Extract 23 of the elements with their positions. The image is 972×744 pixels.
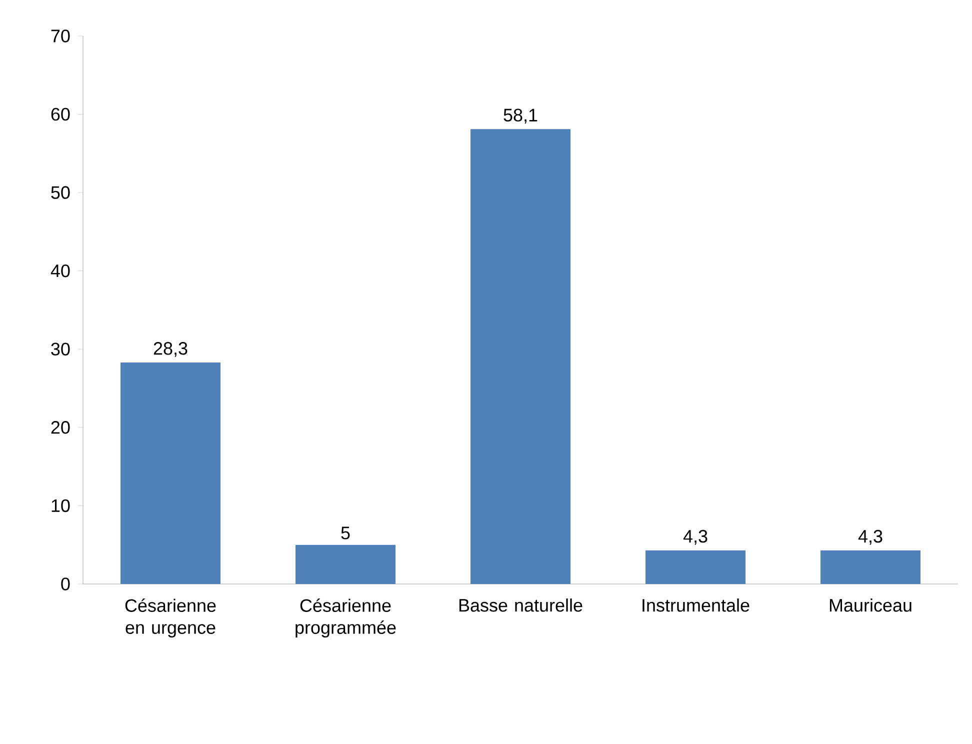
bar [470, 129, 571, 584]
y-tick-label: 10 [52, 499, 70, 512]
y-tick-label: 70 [51, 30, 70, 42]
y-tick-label: 0 [61, 578, 70, 590]
data-label: 5 [341, 526, 350, 540]
x-tick-label: Basse naturelle [459, 598, 582, 612]
x-tick-label: Césarienne en urgence [125, 598, 216, 638]
data-label: 4,3 [858, 530, 882, 545]
x-tick-label: Instrumentale [642, 598, 750, 612]
y-tick-label: 60 [51, 108, 70, 121]
data-label: 28,3 [154, 342, 188, 357]
y-tick-label: 30 [51, 342, 70, 356]
bar [820, 550, 920, 584]
y-tick-label: 50 [51, 186, 70, 199]
data-label: 58,1 [504, 108, 538, 124]
y-tick-label: 20 [51, 421, 70, 434]
y-tick-label: 40 [50, 264, 70, 278]
x-tick-label: Césarienne programmée [296, 598, 396, 638]
bar [120, 362, 221, 584]
bar [646, 550, 746, 584]
data-label: 4,3 [683, 530, 708, 545]
bar [296, 544, 396, 584]
x-tick-label: Mauriceau [830, 598, 912, 612]
